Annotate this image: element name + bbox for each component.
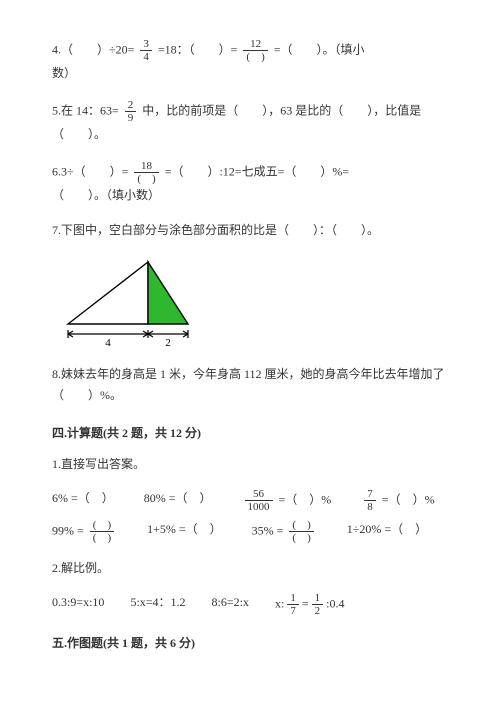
- calc1-r1-c3: 56 1000 =（ ）%: [242, 488, 332, 513]
- calc2-a: 0.3:9=x:10: [52, 592, 104, 617]
- calc2-heading: 2.解比例。: [52, 558, 448, 580]
- calc1-r2-c2: 1+5% =（ ）: [147, 519, 222, 544]
- q6-frac: 18: [134, 160, 158, 185]
- question-5: 5.在 14：63= 2 9 中，比的前项是（ ），63 是比的（ ），比值是 …: [52, 99, 448, 146]
- q4-text-a: 4.（ ）÷20=: [52, 42, 134, 56]
- q4-frac1: 3 4: [140, 38, 152, 63]
- calc2-b: 5:x=4：1.2: [130, 592, 185, 617]
- svg-text:2: 2: [165, 337, 171, 348]
- q4-frac2: 12: [243, 38, 267, 63]
- question-7: 7.下图中，空白部分与涂色部分面积的比是（ ）：（ ）。: [52, 220, 448, 242]
- calc1-r2-c3-frac: [289, 519, 313, 544]
- q5-text-a: 5.在 14：63=: [52, 103, 119, 117]
- q6-text-a: 6.3÷（ ）=: [52, 164, 128, 178]
- calc1-r2-c3: 35% =: [252, 519, 317, 544]
- calc2-row: 0.3:9=x:10 5:x=4：1.2 8:6=2:x x:17=12:0.4: [52, 592, 448, 617]
- calc2-c: 8:6=2:x: [212, 592, 249, 617]
- q5-text-c: （ ）。: [52, 124, 448, 146]
- section-4-title: 四.计算题(共 2 题，共 12 分): [52, 423, 448, 445]
- calc2-d: x:17=12:0.4: [275, 592, 344, 617]
- calc1-r1-c2: 80% =（ ）: [144, 488, 212, 513]
- q6-text-c: （ ）。（填小数）: [52, 185, 448, 207]
- calc1-r2-c4: 1÷20% =（ ）: [347, 519, 427, 544]
- calc1-heading: 1.直接写出答案。: [52, 454, 448, 476]
- q4-text-c: =（ ）。（填小: [274, 42, 365, 56]
- calc-1: 1.直接写出答案。 6% =（ ） 80% =（ ） 56 1000 =（ ）%…: [52, 454, 448, 544]
- q7-text: 7.下图中，空白部分与涂色部分面积的比是（ ）：（ ）。: [52, 220, 448, 242]
- q8-line1: 8.妹妹去年的身高是 1 米，今年身高 112 厘米，她的身高今年比去年增加了: [52, 364, 448, 386]
- calc1-r1-c3-frac: 56 1000: [245, 488, 273, 513]
- triangle-figure: 42: [60, 256, 448, 356]
- calc1-r1-c4: 7 8 =（ ）%: [361, 488, 434, 513]
- calc1-row1: 6% =（ ） 80% =（ ） 56 1000 =（ ）% 7 8 =（ ）%: [52, 488, 448, 513]
- q4-text-b: =18：（ ）=: [158, 42, 238, 56]
- triangle-svg: 42: [60, 256, 200, 348]
- question-8: 8.妹妹去年的身高是 1 米，今年身高 112 厘米，她的身高今年比去年增加了 …: [52, 364, 448, 407]
- section-5-title: 五.作图题(共 1 题，共 6 分): [52, 633, 448, 655]
- q5-frac: 2 9: [125, 99, 137, 124]
- q8-line2: （ ）%。: [52, 385, 448, 407]
- question-4: 4.（ ）÷20= 3 4 =18：（ ）= 12 =（ ）。（填小 数）: [52, 38, 448, 85]
- question-6: 6.3÷（ ）= 18 =（ ）:12=七成五=（ ）%= （ ）。（填小数）: [52, 160, 448, 207]
- calc2-d-frac2: 12: [312, 592, 324, 617]
- q5-text-b: 中，比的前项是（ ），63 是比的（ ），比值是: [142, 103, 421, 117]
- calc-2: 2.解比例。 0.3:9=x:10 5:x=4：1.2 8:6=2:x x:17…: [52, 558, 448, 617]
- calc1-row2: 99% = 1+5% =（ ） 35% = 1÷20% =（ ）: [52, 519, 448, 544]
- q6-text-b: =（ ）:12=七成五=（ ）%=: [165, 164, 349, 178]
- svg-text:4: 4: [105, 337, 111, 348]
- calc2-d-frac1: 17: [287, 592, 299, 617]
- calc1-r1-c1: 6% =（ ）: [52, 488, 114, 513]
- calc1-r2-c1: 99% =: [52, 519, 117, 544]
- calc1-r2-c1-frac: [90, 519, 114, 544]
- q4-text-d: 数）: [52, 63, 448, 85]
- calc1-r1-c4-frac: 7 8: [364, 488, 376, 513]
